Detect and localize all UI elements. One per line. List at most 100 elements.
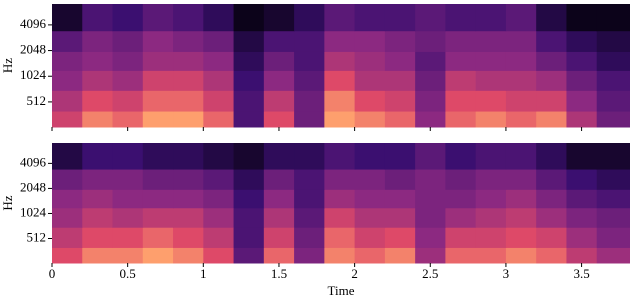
heat-cell	[203, 70, 235, 91]
heat-cell	[354, 247, 386, 264]
heat-cell	[596, 30, 630, 52]
heat-cell	[203, 169, 235, 190]
heat-cell	[294, 111, 325, 128]
heat-cell	[354, 169, 386, 190]
heat-cell	[505, 111, 537, 128]
heat-cell	[354, 51, 386, 71]
heat-cell	[203, 227, 235, 248]
heat-cell	[233, 111, 265, 128]
heat-cell	[233, 51, 265, 71]
heat-cell	[354, 4, 386, 32]
heat-cell	[415, 90, 446, 112]
heat-cell	[354, 143, 386, 170]
heat-cell	[475, 143, 507, 170]
heat-cell	[52, 227, 83, 248]
heat-cell	[203, 90, 235, 112]
heat-cell	[203, 143, 235, 170]
heat-cell	[596, 90, 630, 112]
heat-cell	[324, 111, 356, 128]
heat-cell	[536, 169, 567, 190]
heat-cell	[445, 189, 477, 209]
heat-cell	[82, 143, 114, 170]
heat-cell	[324, 4, 356, 32]
heat-cell	[596, 4, 630, 32]
heat-cell	[112, 207, 144, 228]
heat-cell	[415, 169, 446, 190]
heat-cell	[112, 90, 144, 112]
heat-cell	[566, 189, 598, 209]
heat-cell	[173, 111, 204, 128]
heat-cell	[263, 70, 295, 91]
heat-cell	[263, 189, 295, 209]
heat-cell	[445, 247, 477, 264]
heat-cell	[203, 4, 235, 32]
heat-cell	[566, 247, 598, 264]
heat-cell	[354, 70, 386, 91]
heat-cell	[566, 207, 598, 228]
heat-cell	[596, 70, 630, 91]
heat-cell	[384, 189, 416, 209]
heat-cell	[294, 30, 325, 52]
x-tick-label: 3	[503, 266, 510, 281]
heat-cell	[596, 207, 630, 228]
heat-cell	[415, 30, 446, 52]
heat-cell	[52, 207, 83, 228]
heat-cell	[505, 169, 537, 190]
heat-cell	[324, 189, 356, 209]
heat-cell	[324, 227, 356, 248]
x-tick-label: 2	[351, 266, 358, 281]
heat-cell	[384, 169, 416, 190]
heat-cell	[596, 51, 630, 71]
heat-cell	[475, 51, 507, 71]
heat-cell	[324, 207, 356, 228]
heat-cell	[52, 169, 83, 190]
y-axis-label: Hz	[0, 58, 15, 73]
heat-cell	[415, 51, 446, 71]
heat-cell	[445, 70, 477, 91]
heat-cell	[294, 189, 325, 209]
heat-cell	[142, 247, 174, 264]
heat-cell	[536, 227, 567, 248]
heat-cell	[505, 30, 537, 52]
heat-cell	[354, 30, 386, 52]
heat-cell	[173, 90, 204, 112]
heat-cell	[536, 90, 567, 112]
heat-cell	[324, 30, 356, 52]
heat-cell	[173, 30, 204, 52]
x-tick-label: 0.5	[120, 266, 136, 281]
heat-cell	[445, 227, 477, 248]
heat-cell	[445, 4, 477, 32]
heat-cell	[52, 111, 83, 128]
heat-cell	[82, 90, 114, 112]
heat-cell	[112, 143, 144, 170]
heat-cell	[263, 30, 295, 52]
heat-cell	[52, 70, 83, 91]
heat-cell	[142, 4, 174, 32]
heat-cell	[384, 4, 416, 32]
heat-cell	[294, 90, 325, 112]
heat-cell	[384, 207, 416, 228]
heat-cell	[384, 111, 416, 128]
heat-cell	[536, 111, 567, 128]
heat-cell	[52, 90, 83, 112]
y-tick-label: 1024	[20, 204, 47, 219]
heat-cell	[475, 90, 507, 112]
heat-cell	[294, 227, 325, 248]
heat-cell	[142, 111, 174, 128]
heat-cell	[142, 51, 174, 71]
heat-cell	[294, 247, 325, 264]
heat-cell	[475, 111, 507, 128]
heat-cell	[82, 227, 114, 248]
heat-cell	[82, 207, 114, 228]
heat-cell	[596, 169, 630, 190]
heat-cell	[142, 30, 174, 52]
heat-cell	[142, 90, 174, 112]
heat-cell	[112, 227, 144, 248]
heat-cell	[505, 70, 537, 91]
heat-cell	[445, 30, 477, 52]
heat-cell	[475, 70, 507, 91]
heat-cell	[263, 4, 295, 32]
heat-cell	[475, 189, 507, 209]
heat-cell	[566, 169, 598, 190]
